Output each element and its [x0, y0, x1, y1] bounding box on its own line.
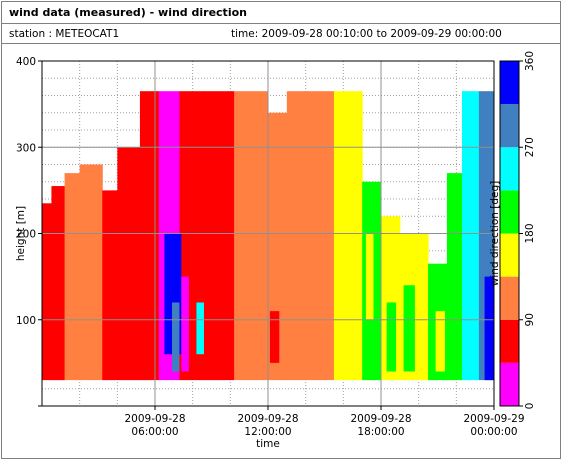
x-tick-label-date: 2009-09-28 — [237, 413, 298, 425]
colorbar-bin — [500, 319, 519, 363]
data-segment — [461, 91, 480, 381]
chart-title: wind data (measured) - wind direction — [9, 6, 247, 19]
colorbar-bin — [500, 190, 519, 234]
data-patch — [435, 311, 446, 372]
data-segment — [102, 190, 118, 381]
x-tick-label-date: 2009-09-29 — [463, 413, 524, 425]
data-segment — [117, 147, 141, 381]
data-patch — [196, 302, 204, 355]
x-tick-label-time: 18:00:00 — [357, 426, 404, 438]
info-bar: station : METEOCAT1 time: 2009-09-28 00:… — [2, 24, 560, 44]
data-patch — [181, 276, 189, 372]
colorbar-title: wind direction [deg] — [489, 181, 501, 287]
data-segment — [446, 173, 463, 381]
colorbar-tick-label: 0 — [524, 403, 536, 410]
colorbar-tick-label: 90 — [524, 313, 536, 326]
colorbar-bin — [500, 362, 519, 406]
data-segment — [79, 164, 103, 381]
data-segment — [42, 203, 52, 381]
y-axis-title: height [m] — [15, 206, 27, 261]
data-patch — [365, 233, 374, 320]
colorbar-tick-label: 180 — [524, 223, 536, 243]
title-bar: wind data (measured) - wind direction — [2, 2, 560, 24]
station-label: station : METEOCAT1 — [9, 28, 120, 40]
x-axis-title: time — [256, 438, 280, 450]
colorbar-tick-label: 270 — [524, 137, 536, 157]
x-axis: 2009-09-2806:00:002009-09-2812:00:002009… — [124, 406, 525, 438]
y-tick-label: 100 — [16, 315, 36, 327]
x-tick-label-date: 2009-09-28 — [124, 413, 185, 425]
data-segment — [234, 91, 269, 381]
data-segment — [286, 91, 310, 381]
data-patch — [269, 311, 280, 363]
data-segment — [51, 186, 66, 381]
colorbar-bin — [500, 61, 519, 105]
data-patch — [484, 276, 494, 381]
data-segment — [309, 91, 335, 381]
x-tick-label-date: 2009-09-28 — [350, 413, 411, 425]
major-gridlines — [42, 61, 494, 406]
data-segment — [203, 91, 235, 381]
data-segment — [139, 91, 160, 381]
x-tick-label-time: 06:00:00 — [131, 426, 178, 438]
colorbar-bin — [500, 104, 519, 148]
y-tick-label: 200 — [16, 229, 36, 241]
x-tick-label-time: 00:00:00 — [470, 426, 517, 438]
data-patch — [386, 302, 397, 372]
colorbar-bin — [500, 276, 519, 320]
data-patch — [171, 302, 180, 372]
y-axis: 100 200 300 400 — [16, 56, 42, 407]
data-patch — [403, 285, 415, 372]
time-range-label: time: 2009-09-28 00:10:00 to 2009-09-29 … — [231, 28, 502, 40]
colorbar-tick-label: 360 — [524, 51, 536, 71]
data-cells — [42, 91, 495, 381]
colorbar: 0 90 180 270 360 wind direction [deg] — [489, 51, 536, 409]
colorbar-bin — [500, 147, 519, 191]
x-tick-label-time: 12:00:00 — [244, 426, 291, 438]
y-tick-label: 400 — [16, 56, 36, 68]
y-tick-label: 300 — [16, 142, 36, 154]
data-segment — [64, 173, 81, 381]
colorbar-bin — [500, 233, 519, 277]
data-segment — [333, 91, 363, 381]
